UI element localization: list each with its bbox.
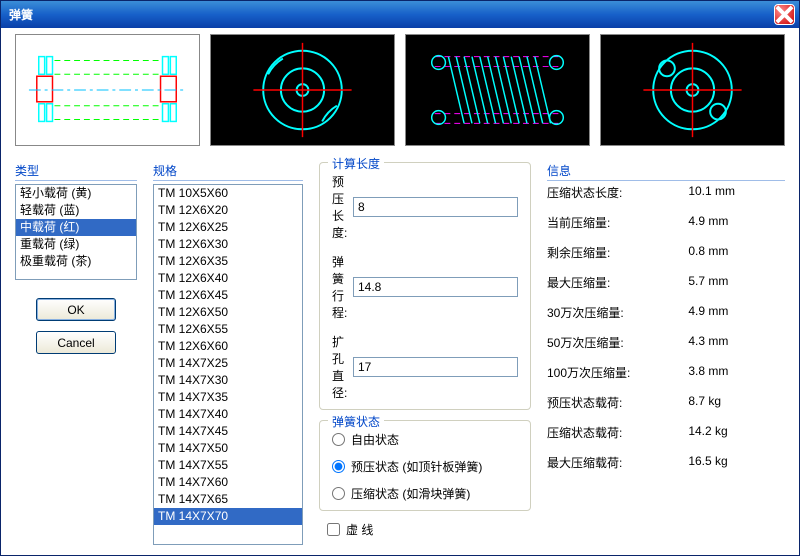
info-label-cell: 100万次压缩量: <box>547 364 680 381</box>
info-label-cell: 压缩状态长度: <box>547 184 680 201</box>
columns: 类型 轻小载荷 (黄)轻载荷 (蓝)中载荷 (红)重载荷 (绿)极重载荷 (茶)… <box>15 162 785 545</box>
calc-legend: 计算长度 <box>328 155 384 172</box>
type-item[interactable]: 轻载荷 (蓝) <box>16 202 136 219</box>
spec-item[interactable]: TM 12X6X30 <box>154 236 302 253</box>
spec-item[interactable]: TM 14X7X50 <box>154 440 302 457</box>
info-value-cell: 4.3 mm <box>688 334 785 351</box>
info-label-cell: 最大压缩载荷: <box>547 454 680 471</box>
state-radio-row: 预压状态 (如顶针板弹簧) <box>332 458 518 475</box>
dashed-checkbox[interactable] <box>327 523 340 536</box>
mid-column: 计算长度 预压长度:弹簧行程:扩孔直径: 弹簧状态 自由状态预压状态 (如顶针板… <box>319 162 531 545</box>
state-radio[interactable] <box>332 487 345 500</box>
calc-input[interactable] <box>353 277 518 297</box>
state-radio-label[interactable]: 压缩状态 (如滑块弹簧) <box>351 485 470 502</box>
spec-column: 规格 TM 10X5X60TM 12X6X20TM 12X6X25TM 12X6… <box>153 162 303 545</box>
ok-button[interactable]: OK <box>36 298 116 321</box>
info-label-cell: 当前压缩量: <box>547 214 680 231</box>
info-value-cell: 3.8 mm <box>688 364 785 381</box>
spec-item[interactable]: TM 12X6X50 <box>154 304 302 321</box>
spec-item[interactable]: TM 14X7X30 <box>154 372 302 389</box>
spec-item[interactable]: TM 12X6X40 <box>154 270 302 287</box>
cancel-button[interactable]: Cancel <box>36 331 116 354</box>
calc-field-label: 弹簧行程: <box>332 253 353 321</box>
spec-item[interactable]: TM 12X6X20 <box>154 202 302 219</box>
type-label: 类型 <box>15 162 137 181</box>
state-radio-row: 自由状态 <box>332 431 518 448</box>
spec-item[interactable]: TM 14X7X25 <box>154 355 302 372</box>
info-label-cell: 30万次压缩量: <box>547 304 680 321</box>
spec-item[interactable]: TM 14X7X35 <box>154 389 302 406</box>
info-value-cell: 4.9 mm <box>688 304 785 321</box>
spec-item[interactable]: TM 14X7X70 <box>154 508 302 525</box>
info-label-cell: 预压状态载荷: <box>547 394 680 411</box>
close-button[interactable] <box>774 4 795 25</box>
spec-listbox[interactable]: TM 10X5X60TM 12X6X20TM 12X6X25TM 12X6X30… <box>153 184 303 545</box>
calc-field-label: 预压长度: <box>332 173 353 241</box>
spec-item[interactable]: TM 12X6X25 <box>154 219 302 236</box>
spec-item[interactable]: TM 14X7X40 <box>154 406 302 423</box>
spec-item[interactable]: TM 14X7X60 <box>154 474 302 491</box>
type-item[interactable]: 轻小载荷 (黄) <box>16 185 136 202</box>
spec-label: 规格 <box>153 162 303 181</box>
state-radio-label[interactable]: 自由状态 <box>351 431 399 448</box>
calc-input[interactable] <box>353 197 518 217</box>
info-label-cell: 压缩状态载荷: <box>547 424 680 441</box>
info-value-cell: 8.7 kg <box>688 394 785 411</box>
spec-item[interactable]: TM 14X7X45 <box>154 423 302 440</box>
calc-row: 弹簧行程: <box>332 253 518 321</box>
titlebar: 弹簧 <box>1 1 799 28</box>
spec-item[interactable]: TM 14X7X65 <box>154 491 302 508</box>
info-label-cell: 剩余压缩量: <box>547 244 680 261</box>
info-value-cell: 5.7 mm <box>688 274 785 291</box>
spec-item[interactable]: TM 12X6X35 <box>154 253 302 270</box>
spec-item[interactable]: TM 10X5X60 <box>154 185 302 202</box>
type-item[interactable]: 重载荷 (绿) <box>16 236 136 253</box>
info-value-cell: 14.2 kg <box>688 424 785 441</box>
type-item[interactable]: 中载荷 (红) <box>16 219 136 236</box>
info-value-cell: 16.5 kg <box>688 454 785 471</box>
preview-row <box>15 34 785 146</box>
info-label: 信息 <box>547 162 785 181</box>
spec-item[interactable]: TM 12X6X60 <box>154 338 302 355</box>
calc-fieldset: 计算长度 预压长度:弹簧行程:扩孔直径: <box>319 162 531 410</box>
calc-input[interactable] <box>353 357 518 377</box>
dashed-label[interactable]: 虚 线 <box>346 521 373 538</box>
calc-row: 预压长度: <box>332 173 518 241</box>
preview-spring-coil[interactable] <box>405 34 590 146</box>
state-radio-row: 压缩状态 (如滑块弹簧) <box>332 485 518 502</box>
preview-spring-top2[interactable] <box>600 34 785 146</box>
spec-item[interactable]: TM 12X6X55 <box>154 321 302 338</box>
window-title: 弹簧 <box>9 6 33 23</box>
info-grid: 压缩状态长度: 10.1 mm 当前压缩量: 4.9 mm 剩余压缩量: 0.8 mm 最大… <box>547 184 785 471</box>
state-radio-label[interactable]: 预压状态 (如顶针板弹簧) <box>351 458 482 475</box>
type-column: 类型 轻小载荷 (黄)轻载荷 (蓝)中载荷 (红)重载荷 (绿)极重载荷 (茶)… <box>15 162 137 545</box>
state-legend: 弹簧状态 <box>328 413 384 430</box>
spec-item[interactable]: TM 12X6X45 <box>154 287 302 304</box>
state-radio[interactable] <box>332 433 345 446</box>
content: 类型 轻小载荷 (黄)轻载荷 (蓝)中载荷 (红)重载荷 (绿)极重载荷 (茶)… <box>1 28 799 555</box>
spec-item[interactable]: TM 14X7X55 <box>154 457 302 474</box>
spring-dialog: 弹簧 <box>0 0 800 556</box>
calc-row: 扩孔直径: <box>332 333 518 401</box>
info-label-cell: 50万次压缩量: <box>547 334 680 351</box>
state-fieldset: 弹簧状态 自由状态预压状态 (如顶针板弹簧)压缩状态 (如滑块弹簧) <box>319 420 531 511</box>
state-radio[interactable] <box>332 460 345 473</box>
type-listbox[interactable]: 轻小载荷 (黄)轻载荷 (蓝)中载荷 (红)重载荷 (绿)极重载荷 (茶) <box>15 184 137 280</box>
calc-field-label: 扩孔直径: <box>332 333 353 401</box>
info-value-cell: 10.1 mm <box>688 184 785 201</box>
dialog-buttons: OK Cancel <box>15 298 137 354</box>
info-column: 信息 压缩状态长度: 10.1 mm 当前压缩量: 4.9 mm 剩余压缩量: 0.8 m… <box>547 162 785 545</box>
preview-spring-top1[interactable] <box>210 34 395 146</box>
preview-spring-side[interactable] <box>15 34 200 146</box>
type-item[interactable]: 极重载荷 (茶) <box>16 253 136 270</box>
dashed-check-row: 虚 线 <box>327 521 531 538</box>
info-value-cell: 0.8 mm <box>688 244 785 261</box>
info-value-cell: 4.9 mm <box>688 214 785 231</box>
info-label-cell: 最大压缩量: <box>547 274 680 291</box>
